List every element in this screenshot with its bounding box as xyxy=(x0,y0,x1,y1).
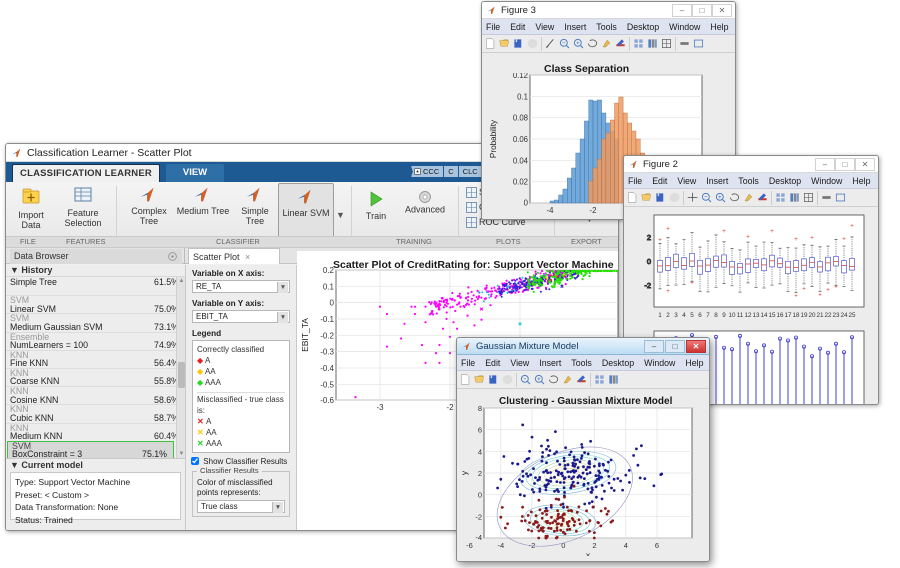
svg-text:2: 2 xyxy=(647,233,651,242)
svg-text:+: + xyxy=(842,237,846,243)
svg-text:-2: -2 xyxy=(590,206,597,215)
svg-text:+: + xyxy=(658,237,662,243)
svg-text:8: 8 xyxy=(714,312,718,319)
svg-text:0.08: 0.08 xyxy=(513,114,528,123)
svg-text:24: 24 xyxy=(840,312,848,319)
svg-text:-4: -4 xyxy=(547,206,555,215)
svg-text:-6: -6 xyxy=(466,541,473,550)
svg-text:0.12: 0.12 xyxy=(513,73,528,80)
svg-text:1: 1 xyxy=(658,312,662,319)
svg-text:+: + xyxy=(826,288,830,294)
svg-text:0: 0 xyxy=(478,491,482,500)
svg-text:+: + xyxy=(802,287,806,293)
svg-text:+: + xyxy=(818,292,822,298)
svg-text:0.04: 0.04 xyxy=(513,156,529,165)
svg-text:8: 8 xyxy=(478,406,482,413)
svg-text:20: 20 xyxy=(808,312,816,319)
svg-text:-0.4: -0.4 xyxy=(320,364,334,373)
svg-text:6: 6 xyxy=(698,312,702,319)
svg-text:+: + xyxy=(666,289,670,295)
svg-text:-4: -4 xyxy=(475,533,482,542)
svg-text:-0.6: -0.6 xyxy=(320,396,334,405)
svg-text:4: 4 xyxy=(478,447,482,456)
svg-text:7: 7 xyxy=(706,312,710,319)
svg-text:25: 25 xyxy=(848,312,856,319)
svg-text:22: 22 xyxy=(824,312,832,319)
svg-text:-2: -2 xyxy=(475,512,482,521)
svg-text:16: 16 xyxy=(776,312,784,319)
svg-text:+: + xyxy=(770,229,774,235)
svg-text:-0.2: -0.2 xyxy=(320,331,334,340)
svg-text:15: 15 xyxy=(768,312,776,319)
svg-text:0: 0 xyxy=(561,541,565,550)
svg-text:+: + xyxy=(746,235,750,241)
svg-text:10: 10 xyxy=(728,312,736,319)
svg-text:-2: -2 xyxy=(446,403,454,412)
svg-text:+: + xyxy=(794,293,798,299)
svg-text:18: 18 xyxy=(792,312,800,319)
svg-text:23: 23 xyxy=(832,312,840,319)
svg-text:2: 2 xyxy=(478,469,482,478)
svg-text:17: 17 xyxy=(784,312,792,319)
svg-text:EBIT_TA: EBIT_TA xyxy=(300,318,310,352)
svg-text:-4: -4 xyxy=(497,541,504,550)
svg-text:Probability: Probability xyxy=(489,119,498,158)
svg-text:+: + xyxy=(850,223,854,229)
svg-text:0.1: 0.1 xyxy=(323,282,335,291)
svg-text:11: 11 xyxy=(737,312,744,319)
svg-text:-0.1: -0.1 xyxy=(320,315,334,324)
svg-text:-0.3: -0.3 xyxy=(320,348,334,357)
svg-text:2: 2 xyxy=(592,541,596,550)
svg-text:0.06: 0.06 xyxy=(513,135,528,144)
svg-text:+: + xyxy=(690,281,694,287)
svg-text:12: 12 xyxy=(744,312,752,319)
svg-text:3: 3 xyxy=(674,312,678,319)
svg-text:4: 4 xyxy=(682,312,686,319)
svg-text:13: 13 xyxy=(752,312,760,319)
svg-text:x: x xyxy=(586,550,591,556)
svg-text:9: 9 xyxy=(722,312,726,319)
svg-text:+: + xyxy=(810,236,814,242)
svg-text:0: 0 xyxy=(330,299,335,308)
svg-text:6: 6 xyxy=(655,541,659,550)
svg-text:+: + xyxy=(666,227,670,233)
svg-text:0: 0 xyxy=(647,257,651,266)
svg-text:-2: -2 xyxy=(644,281,651,290)
svg-text:0.02: 0.02 xyxy=(513,178,528,187)
svg-text:21: 21 xyxy=(816,312,824,319)
svg-text:-0.5: -0.5 xyxy=(320,380,334,389)
svg-text:-3: -3 xyxy=(376,403,384,412)
svg-text:6: 6 xyxy=(478,426,482,435)
svg-text:0.1: 0.1 xyxy=(517,92,528,101)
svg-text:+: + xyxy=(834,284,838,290)
svg-text:14: 14 xyxy=(760,312,768,319)
svg-text:5: 5 xyxy=(690,312,694,319)
svg-text:0: 0 xyxy=(524,199,529,208)
svg-text:+: + xyxy=(794,237,798,243)
svg-text:4: 4 xyxy=(624,541,628,550)
svg-text:0.2: 0.2 xyxy=(323,266,335,275)
svg-text:2: 2 xyxy=(666,312,670,319)
svg-text:y: y xyxy=(459,470,469,475)
svg-text:+: + xyxy=(722,229,726,235)
svg-text:19: 19 xyxy=(800,312,808,319)
